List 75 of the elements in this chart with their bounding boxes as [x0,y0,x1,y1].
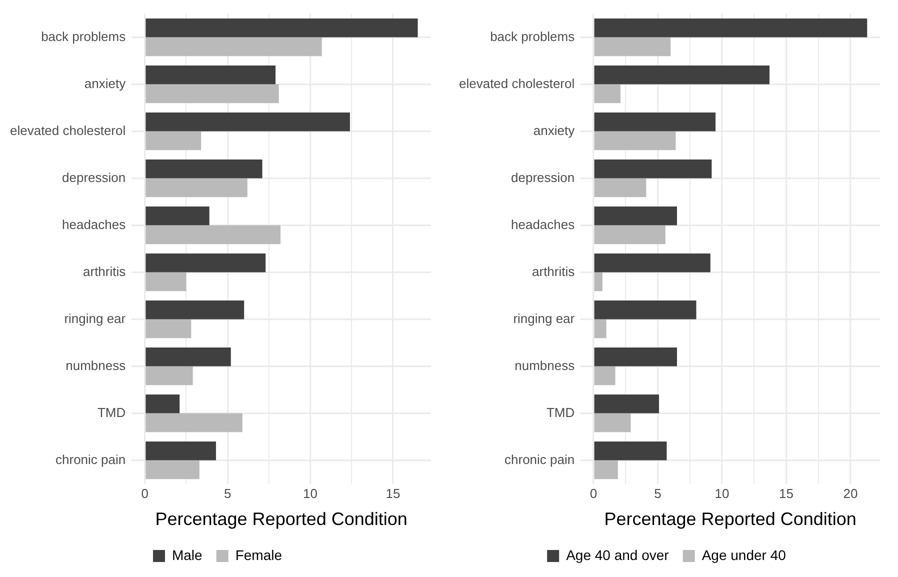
y-tick-label: depression [62,170,126,185]
bar [146,319,192,338]
bar [146,131,202,150]
y-tick-label: ringing ear [64,310,126,326]
bar [594,272,602,292]
y-tick-label: back problems [490,28,576,44]
bar [146,366,193,386]
bar [146,413,242,432]
x-axis-title: Percentage Reported Condition [604,509,856,530]
y-tick-label: headaches [511,216,576,232]
legend-label: Male [172,546,203,563]
bar [146,37,322,56]
x-tick-label: 15 [386,486,400,502]
bar [594,348,677,366]
y-tick-label: TMD [97,404,126,420]
legend-label: Age 40 and over [566,546,670,563]
y-tick-label: anxiety [533,122,576,138]
bar [146,18,418,38]
y-tick-label: TMD [546,404,575,420]
bar [146,178,248,198]
bar [146,160,262,178]
x-tick-label: 10 [303,486,318,502]
y-tick-label: numbness [514,358,576,373]
y-tick-label: back problems [41,28,126,44]
legend-label: Age under 40 [702,546,786,563]
x-tick-label: 0 [590,486,598,502]
x-axis-title: Percentage Reported Condition [155,509,408,530]
bar [594,18,868,38]
y-tick-label: elevated cholesterol [458,76,575,91]
x-tick-label: 10 [714,486,730,502]
bar [146,225,280,244]
bar [146,300,244,320]
bar [594,300,696,320]
y-tick-label: elevated cholesterol [10,122,126,138]
x-tick-label: 15 [778,486,794,502]
y-tick-label: numbness [66,358,126,373]
y-tick-label: arthritis [532,264,576,279]
bar [146,84,279,104]
bar [594,160,712,178]
bar [146,442,216,460]
y-tick-label: depression [511,170,575,185]
y-tick-label: chronic pain [504,452,575,467]
bar [594,394,660,414]
bar [594,319,606,338]
bar [146,254,266,272]
y-tick-label: anxiety [84,76,126,91]
bar [146,460,200,480]
bar [594,131,676,150]
bar [594,178,646,198]
x-tick-label: 0 [141,486,148,502]
bar [594,442,667,460]
bar [594,206,677,226]
bar [146,66,276,84]
bar [146,272,186,292]
bar [146,348,231,366]
x-tick-label: 5 [654,486,662,502]
bar [594,84,620,104]
bar [146,394,180,414]
bar [146,112,350,132]
y-tick-label: arthritis [83,264,126,279]
bar [594,225,666,244]
x-tick-label: 5 [224,486,232,502]
legend-label: Female [235,546,282,563]
y-tick-label: chronic pain [56,452,126,467]
y-tick-label: ringing ear [513,310,576,326]
bar [594,413,631,432]
bar [594,460,618,480]
x-tick-label: 20 [843,486,858,502]
bar [146,206,210,226]
bar [594,37,671,56]
bar [594,366,616,386]
bar [594,112,716,132]
bar [594,254,710,272]
y-tick-label: headaches [62,216,126,232]
bar [594,66,770,84]
